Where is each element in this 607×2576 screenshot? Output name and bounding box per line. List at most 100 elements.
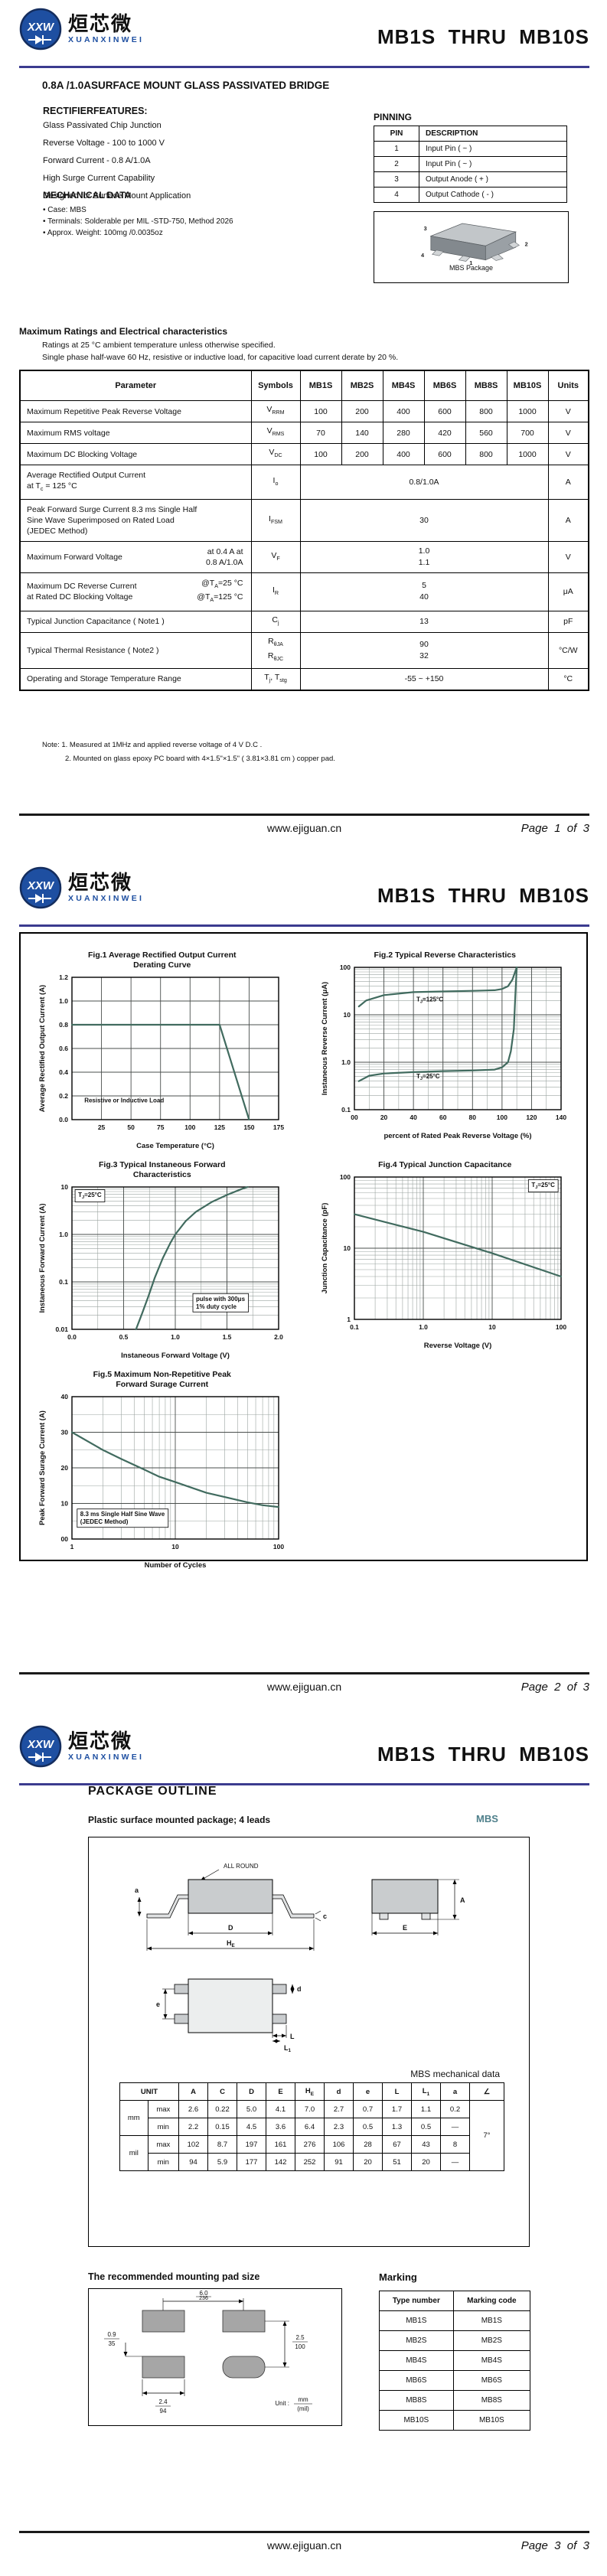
svg-text:1.0: 1.0 xyxy=(59,997,68,1005)
mech-row: mil max 102 8.7 197 161 276 106 28 67 43 8 xyxy=(119,2135,504,2171)
table-cell: VRRM xyxy=(250,399,301,423)
ratings-section: Maximum Ratings and Electrical character… xyxy=(19,326,589,691)
table-cell: 1000 xyxy=(506,399,549,423)
table-cell: Input Pin ( ~ ) xyxy=(419,156,567,172)
header-cell: MB6S xyxy=(423,370,466,401)
package-lead xyxy=(490,253,504,261)
pin-2-label: 2 xyxy=(524,240,527,247)
list-item: • Approx. Weight: 100mg /0.0035oz xyxy=(43,229,163,237)
table-cell: 420 xyxy=(423,422,466,445)
header-cell: L1 xyxy=(411,2082,441,2101)
svg-text:TJ​=25°C: TJ​=25°C xyxy=(78,1192,102,1200)
table-cell: VF xyxy=(250,541,301,574)
table-cell: 2.7 xyxy=(324,2100,354,2118)
svg-text:1.0: 1.0 xyxy=(171,1333,180,1341)
table-cell: mm xyxy=(119,2100,148,2136)
header-cell: Marking code xyxy=(452,2291,531,2311)
table-cell: 2 xyxy=(374,156,419,172)
pad-unit-mm: mm xyxy=(298,2396,308,2403)
table-cell: MB2S xyxy=(379,2330,454,2351)
figure-5: Fig.5 Maximum Non-Repetitive Peak Forward… xyxy=(36,1370,289,1577)
table-cell: 7.0 xyxy=(295,2100,325,2118)
table-cell: min xyxy=(147,2118,180,2136)
pad-dim-bottom-mm: 2.4 xyxy=(158,2398,168,2405)
diode-icon xyxy=(35,1753,43,1762)
table-cell: 200 xyxy=(341,443,383,466)
figure-4: Fig.4 Typical Junction Capacitance 0.1 1.… xyxy=(318,1160,571,1367)
table-cell: 106 xyxy=(324,2135,354,2154)
document-title: MB1S THRU MB10S xyxy=(377,1743,589,1766)
package-outline-heading: PACKAGE OUTLINE xyxy=(88,1785,217,1798)
package-lead xyxy=(431,249,444,256)
header-rule xyxy=(19,1783,589,1785)
table-cell: max xyxy=(147,2135,180,2154)
table-cell: Cj xyxy=(250,610,301,633)
page-footer: www.ejiguan.cn Page 2 of 3 xyxy=(19,1672,589,1694)
table-cell: MB1S xyxy=(452,2310,531,2331)
table-cell: 5 40 xyxy=(299,572,549,611)
table-cell: 4 xyxy=(374,187,419,203)
table-row: Type number Marking code xyxy=(379,2291,531,2311)
table-cell: 400 xyxy=(382,443,425,466)
footer-rule xyxy=(19,2531,589,2533)
pad-dim-top-mil: 236 xyxy=(199,2296,208,2301)
header-cell: MB1S xyxy=(299,370,342,401)
svg-text:10: 10 xyxy=(60,1183,68,1191)
list-item: Designed for Surface Mount Application xyxy=(43,191,191,201)
table-cell: 8 xyxy=(440,2135,470,2154)
svg-text:1.2: 1.2 xyxy=(59,973,68,981)
marking-row: MB2S MB2S xyxy=(379,2330,531,2351)
package-3d-image: 3 2 4 1 xyxy=(421,223,527,266)
table-cell: 51 xyxy=(382,2153,412,2171)
header-cell: e xyxy=(353,2082,383,2101)
marking-row: MB4S MB4S xyxy=(379,2350,531,2371)
table-cell: 5.0 xyxy=(237,2100,266,2118)
marking-heading: Marking xyxy=(379,2271,417,2283)
table-cell: V xyxy=(547,541,589,574)
table-cell: 4.5 xyxy=(237,2118,266,2136)
table-cell: 252 xyxy=(295,2153,325,2171)
table-cell: Input Pin ( ~ ) xyxy=(419,141,567,157)
svg-text:30: 30 xyxy=(60,1429,68,1436)
svg-text:Resistive or Inductive Load: Resistive or Inductive Load xyxy=(84,1097,164,1104)
dim-A-label: A xyxy=(460,1896,465,1904)
page-footer: www.ejiguan.cn Page 1 of 3 xyxy=(19,814,589,836)
table-cell: 90 32 xyxy=(299,631,549,669)
pinning-heading: PINNING xyxy=(374,112,413,122)
figure-2-chart: 00 20 40 60 80 100 120 140 0.1 1.0 10 100 percent of… xyxy=(321,964,566,1140)
svg-text:2.0: 2.0 xyxy=(274,1333,283,1341)
header-rule xyxy=(19,924,589,927)
lead-end-right xyxy=(421,1912,431,1920)
figure-4-chart: 0.1 1.0 10 100 1 10 100 Reverse Voltage (V) Junc… xyxy=(321,1173,566,1350)
pad-dim-top-mm: 6.0 xyxy=(199,2290,208,2297)
logo: XXW 烜芯微 XUANXINWEI xyxy=(19,8,144,51)
list-item: High Surge Current Capability xyxy=(43,174,155,183)
page-header: XXW 烜芯微 XUANXINWEI MB1S THRU MB10S xyxy=(19,8,589,51)
features-heading: RECTIFIERFEATURES: xyxy=(43,106,148,116)
dim-L-label: L xyxy=(290,2033,295,2040)
mount-pad-rounded xyxy=(222,2356,266,2379)
table-cell: VRMS xyxy=(250,422,301,445)
lead-end-left xyxy=(379,1912,389,1920)
svg-text:00: 00 xyxy=(60,1535,68,1543)
table-cell: MB6S xyxy=(379,2370,454,2391)
logo-mark-icon: XXW xyxy=(19,866,62,909)
table-cell: 200 xyxy=(341,399,383,423)
ratings-table: Parameter Symbols MB1S MB2S MB4S MB6S MB8S MB10… xyxy=(19,370,589,691)
pin-3-label: 3 xyxy=(423,225,426,232)
table-cell: A xyxy=(547,499,589,543)
svg-text:0.0: 0.0 xyxy=(59,1116,68,1123)
svg-text:175: 175 xyxy=(273,1123,284,1131)
package-outline-box: ALL ROUND a c D HE​ A xyxy=(88,1837,530,2247)
package-caption: MBS Package xyxy=(449,264,494,272)
package-lead xyxy=(458,255,471,262)
logo-monogram: XXW xyxy=(27,21,55,34)
table-cell: Typical Thermal Resistance ( Note2 ) xyxy=(19,631,252,669)
ratings-row: Maximum DC Blocking Voltage VDC 100 200 400 6… xyxy=(19,443,589,466)
product-title: 0.8A /1.0ASURFACE MOUNT GLASS PASSIVATED… xyxy=(42,80,330,91)
table-cell: Output Anode ( + ) xyxy=(419,171,567,187)
header-cell: d xyxy=(324,2082,354,2101)
svg-text:125: 125 xyxy=(214,1123,225,1131)
table-cell: 1.3 xyxy=(382,2118,412,2136)
list-item: Reverse Voltage - 100 to 1000 V xyxy=(43,139,165,148)
